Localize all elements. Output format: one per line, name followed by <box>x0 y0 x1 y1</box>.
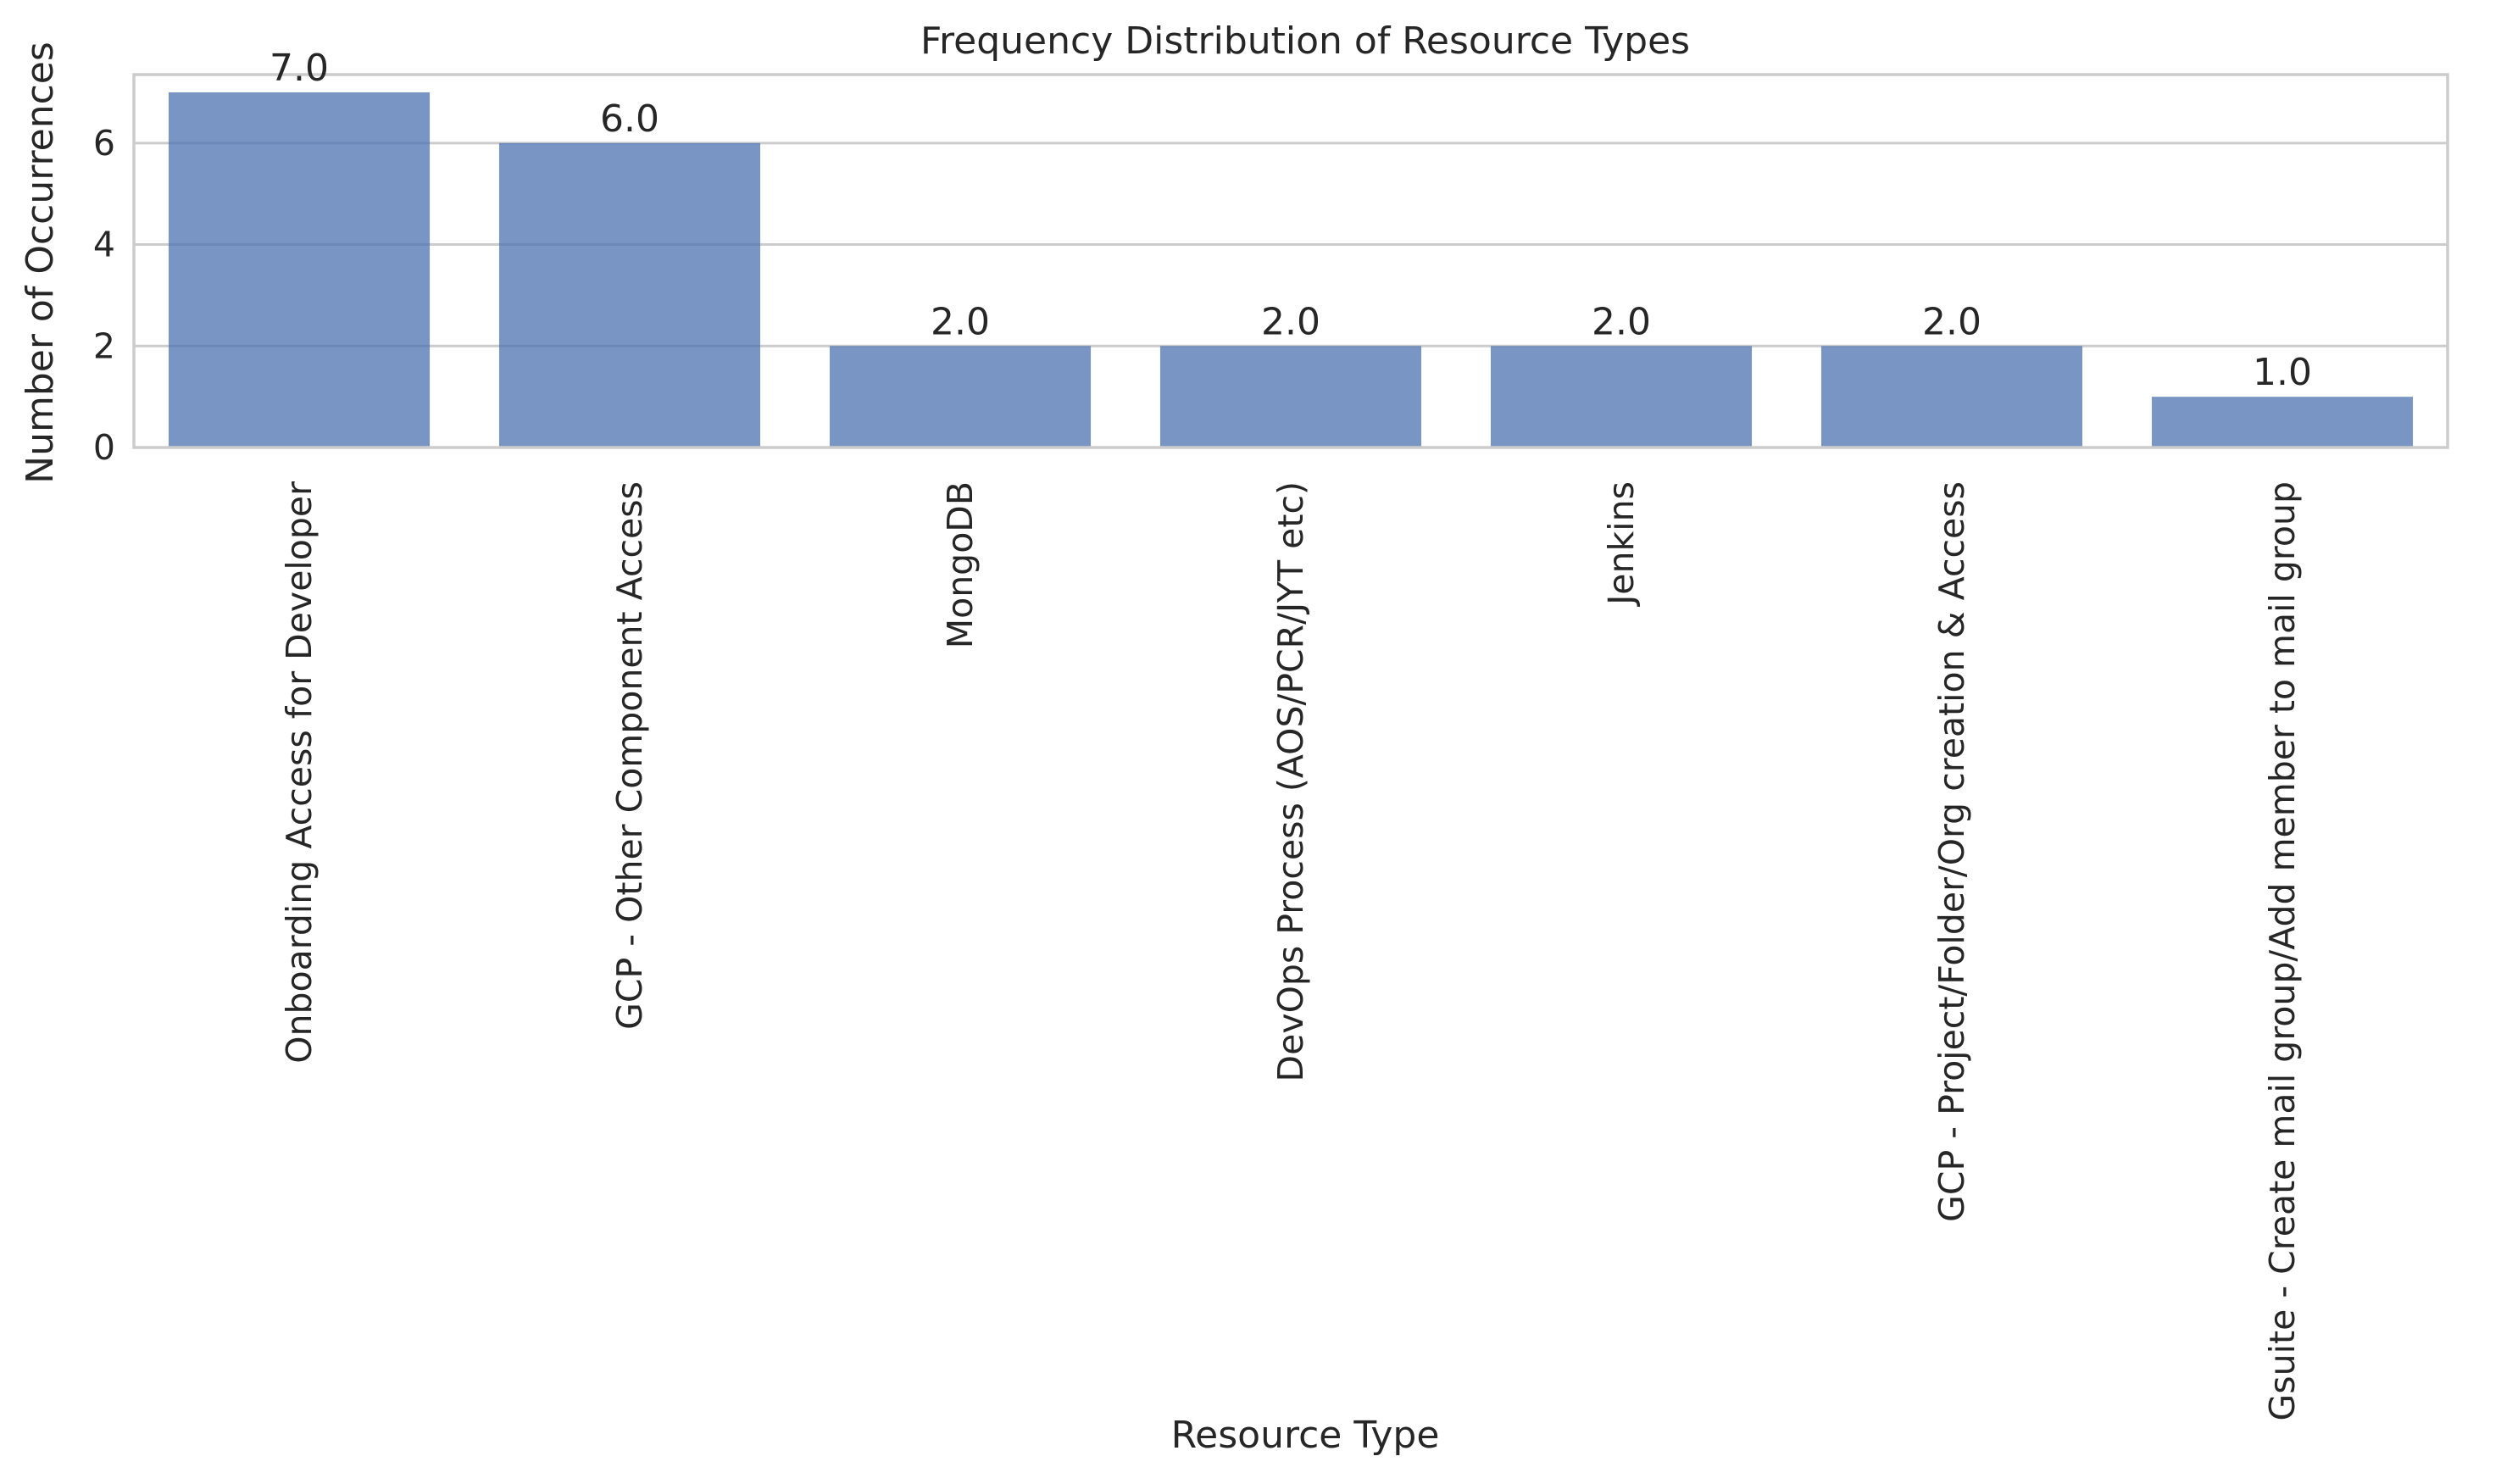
y-axis-label: Number of Occurrences <box>19 42 62 484</box>
plot-frame <box>132 73 2449 449</box>
bar-value-label: 7.0 <box>270 47 329 90</box>
x-tick-label: Onboarding Access for Developer <box>279 481 320 1064</box>
x-tick-label: Jenkins <box>1601 481 1642 608</box>
y-tick-label: 6 <box>93 123 115 164</box>
x-tick-label: GCP - Project/Folder/Org creation & Acce… <box>1931 481 1972 1222</box>
bar <box>2151 397 2414 447</box>
bar <box>168 92 431 447</box>
x-tick-label: MongoDB <box>940 481 981 648</box>
bar <box>829 346 1092 447</box>
y-tick-label: 2 <box>93 325 115 366</box>
bar <box>1820 346 2083 447</box>
label-layer: 7.0 6.0 2.0 2.0 2.0 2.0 1.0 <box>270 47 2312 394</box>
bar-value-label: 2.0 <box>1922 300 1981 343</box>
x-tick-label: DevOps Process (AOS/PCR/JYT etc) <box>1270 481 1311 1081</box>
x-axis-label: Resource Type <box>1171 1414 1440 1457</box>
bar-value-label: 2.0 <box>931 300 990 343</box>
bar-value-label: 6.0 <box>600 97 659 141</box>
chart-title: Frequency Distribution of Resource Types <box>920 19 1690 63</box>
bar-value-label: 2.0 <box>1261 300 1320 343</box>
bar <box>1490 346 1753 447</box>
bar <box>498 142 761 447</box>
x-tick-label: GCP - Other Component Access <box>609 481 650 1030</box>
x-tick-label: Gsuite - Create mail group/Add member to… <box>2262 481 2303 1421</box>
bar-layer <box>168 92 2414 447</box>
bar-value-label: 1.0 <box>2253 351 2312 394</box>
bar-value-label: 2.0 <box>1592 300 1651 343</box>
bar <box>1159 346 1422 447</box>
y-tick-label: 0 <box>93 427 115 468</box>
y-tick-label: 4 <box>93 225 115 265</box>
tick-layer: 0 2 4 6 Onboarding Access for Developer GCP -… <box>93 123 2303 1421</box>
